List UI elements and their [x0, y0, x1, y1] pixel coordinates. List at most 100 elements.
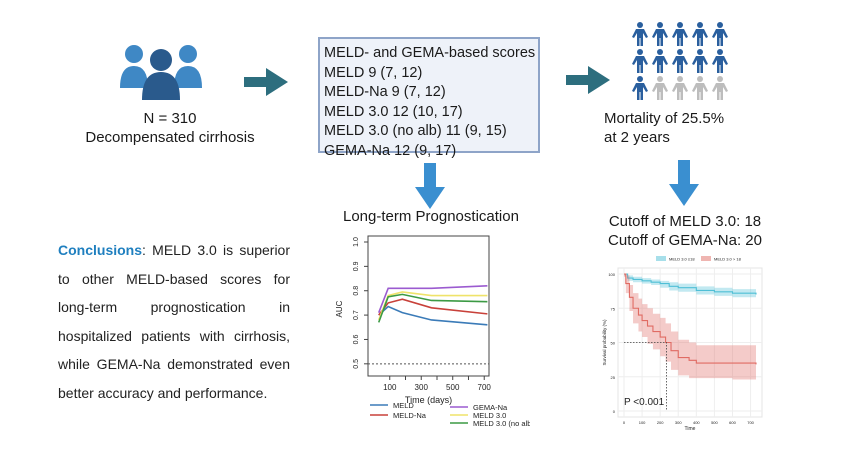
- x-tick-label: 300: [415, 383, 429, 392]
- person-head: [657, 49, 663, 55]
- y-tick-label: 50: [611, 341, 616, 346]
- x-tick-label: 100: [383, 383, 397, 392]
- scores-heading: MELD- and GEMA-based scores: [324, 45, 536, 61]
- person-head: [697, 76, 703, 82]
- legend-label: GEMA-Na: [473, 403, 508, 412]
- plot-frame: [367, 235, 490, 377]
- confidence-band: [624, 274, 756, 299]
- scores-box: MELD- and GEMA-based scores MELD 9 (7, 1…: [318, 37, 540, 159]
- person-icon: [672, 49, 688, 73]
- legend-label: MELD 3.0 ≤18: [669, 257, 695, 262]
- conclusion-text: Conclusions: MELD 3.0 is superior to oth…: [58, 236, 290, 407]
- person-body: [632, 83, 648, 100]
- person-body: [712, 56, 728, 73]
- y-tick-label: 75: [611, 306, 616, 311]
- legend-swatch: [701, 256, 711, 261]
- person-body: [692, 29, 708, 46]
- person-head: [697, 22, 703, 28]
- score-gema-na: GEMA-Na 12 (9, 17): [324, 142, 457, 159]
- x-tick-label: 200: [657, 420, 664, 425]
- y-tick-label: 0: [613, 409, 616, 414]
- arrow-right-icon: [566, 66, 610, 94]
- person-icon: [632, 22, 648, 46]
- arrow-down-icon: [415, 163, 445, 209]
- y-tick-label: 1.0: [353, 237, 360, 247]
- person-body: [632, 29, 648, 46]
- person-head: [657, 76, 663, 82]
- person-head: [637, 22, 643, 28]
- x-tick-label: 0: [623, 420, 626, 425]
- x-tick-label: 300: [675, 420, 682, 425]
- legend-swatch: [656, 256, 666, 261]
- mortality-pictogram: [632, 22, 728, 100]
- y-axis-label: AUC: [335, 300, 344, 317]
- legend-label: MELD-Na: [393, 411, 427, 420]
- x-tick-label: 600: [729, 420, 736, 425]
- x-axis-label: Time: [685, 426, 696, 432]
- person-icon: [632, 76, 648, 100]
- y-tick-label: 0.7: [353, 310, 360, 320]
- patients-group-icon: [120, 45, 202, 100]
- person-head: [677, 76, 683, 82]
- x-tick-label: 400: [693, 420, 700, 425]
- person-body: [672, 29, 688, 46]
- mortality-period: at 2 years: [604, 129, 670, 146]
- person-body: [652, 29, 668, 46]
- person-icon: [712, 76, 728, 100]
- x-tick-label: 100: [639, 420, 646, 425]
- person-body: [692, 56, 708, 73]
- person-icon: [672, 22, 688, 46]
- y-tick-label: 0.9: [353, 261, 360, 271]
- cutoff-meld3: Cutoff of MELD 3.0: 18: [608, 213, 762, 230]
- person-head: [677, 49, 683, 55]
- confidence-band: [624, 274, 756, 380]
- arrow-down-icon: [669, 160, 699, 206]
- survival-curve: [624, 273, 757, 295]
- person-icon: [652, 76, 668, 100]
- cutoff-gema: Cutoff of GEMA-Na: 20: [608, 232, 762, 249]
- person-body: [692, 83, 708, 100]
- person-body: [632, 56, 648, 73]
- person-body: [672, 83, 688, 100]
- person-head: [717, 49, 723, 55]
- survival-curve: [624, 273, 757, 365]
- person-icon: [652, 49, 668, 73]
- arrow-right-icon: [244, 68, 288, 96]
- person-head: [717, 22, 723, 28]
- person-head: [697, 49, 703, 55]
- person-icon: [692, 76, 708, 100]
- auc-chart-title: Long-term Prognostication: [343, 208, 519, 225]
- median-line: [624, 342, 667, 411]
- legend-label: MELD: [393, 401, 414, 410]
- legend-label: MELD 3.0 > 18: [714, 257, 742, 262]
- cohort-label: Decompensated cirrhosis: [85, 129, 255, 146]
- cohort-size: N = 310: [143, 110, 197, 127]
- legend-label: MELD 3.0: [473, 411, 506, 420]
- person-head: [717, 76, 723, 82]
- p-value-label: P <0.001: [624, 397, 665, 408]
- score-meld: MELD 9 (7, 12): [324, 64, 423, 81]
- x-tick-label: 500: [446, 383, 460, 392]
- y-tick-label: 0.8: [353, 286, 360, 296]
- conclusion-label: Conclusions: [58, 242, 143, 258]
- auc-chart: 0.5 0.6 0.7 0.8 0.9 1.0 100 300 500 700 Time (days…: [335, 235, 530, 428]
- person-head: [657, 22, 663, 28]
- person-body: [652, 83, 668, 100]
- person-head: [637, 49, 643, 55]
- person-body: [712, 83, 728, 100]
- person-icon: [712, 22, 728, 46]
- person-body: [652, 56, 668, 73]
- x-tick-label: 500: [711, 420, 718, 425]
- person-body: [712, 29, 728, 46]
- x-axis-label: Time (days): [405, 395, 452, 405]
- legend-label: MELD 3.0 (no alb): [473, 419, 530, 428]
- person-icon: [672, 76, 688, 100]
- x-tick-label: 700: [478, 383, 492, 392]
- person-icon: [692, 49, 708, 73]
- y-tick-label: 100: [608, 272, 615, 277]
- x-tick-label: 700: [747, 420, 754, 425]
- person-icon: [712, 49, 728, 73]
- person-head: [677, 22, 683, 28]
- y-tick-label: 25: [611, 375, 616, 380]
- score-meld-na: MELD-Na 9 (7, 12): [324, 84, 446, 100]
